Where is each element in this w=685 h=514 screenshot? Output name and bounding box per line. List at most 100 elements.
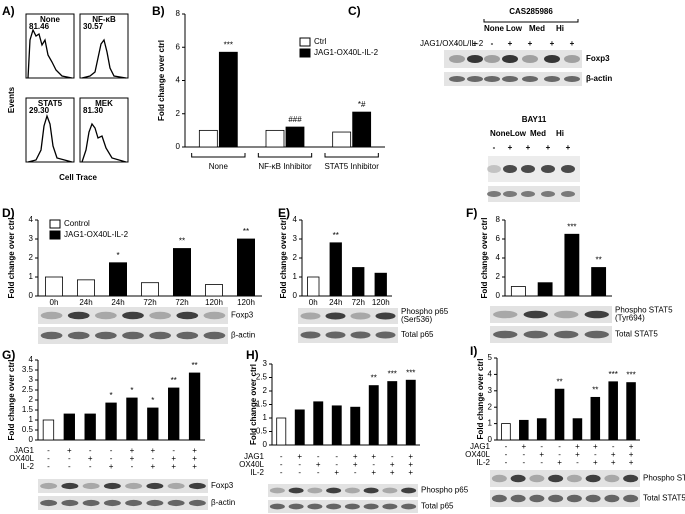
band bbox=[382, 503, 398, 510]
y-tick-label: 2 bbox=[488, 402, 493, 411]
y-tick-label: 0 bbox=[488, 435, 493, 444]
bar bbox=[198, 129, 218, 148]
band bbox=[584, 310, 609, 319]
bar bbox=[109, 262, 128, 297]
significance: * bbox=[116, 251, 119, 260]
x-tick-label: 24h bbox=[111, 298, 124, 307]
band bbox=[269, 487, 285, 494]
blot-label: Phospho STAT5 bbox=[615, 306, 673, 315]
band bbox=[541, 165, 555, 173]
treatment-mark: + bbox=[192, 454, 197, 463]
y-tick-label: 1.5 bbox=[22, 405, 34, 414]
band bbox=[288, 487, 304, 494]
x-tick-label: 120h bbox=[237, 298, 255, 307]
y-tick-label: 3 bbox=[29, 234, 34, 243]
treatment-mark: + bbox=[130, 446, 135, 455]
band bbox=[269, 503, 285, 510]
band bbox=[544, 76, 560, 82]
y-tick-label: 1 bbox=[29, 272, 34, 281]
band bbox=[125, 482, 143, 490]
treatment-mark: - bbox=[372, 460, 375, 469]
treatment-mark: + bbox=[593, 442, 598, 451]
treatment-mark: - bbox=[151, 454, 154, 463]
treatment-name: IL-2 bbox=[20, 462, 34, 471]
treatment-name: OX40L bbox=[9, 454, 34, 463]
y-tick-label: 8 bbox=[176, 9, 181, 18]
band bbox=[203, 331, 226, 340]
treatment-mark: + bbox=[150, 446, 155, 455]
bar bbox=[405, 379, 416, 446]
treatment-mark: - bbox=[89, 446, 92, 455]
band bbox=[523, 330, 548, 339]
bar bbox=[591, 267, 607, 297]
y-tick-label: 1 bbox=[293, 272, 298, 281]
band bbox=[449, 76, 465, 82]
legend-label: JAG1-OX40L-IL-2 bbox=[64, 230, 129, 239]
treatment-mark: - bbox=[298, 460, 301, 469]
bar bbox=[140, 282, 159, 297]
treatment-mark: - bbox=[110, 446, 113, 455]
plot-title: STAT5 bbox=[38, 99, 63, 108]
significance: ** bbox=[191, 361, 197, 370]
band bbox=[401, 503, 417, 510]
treatment-mark: - bbox=[298, 468, 301, 477]
y-axis-label: Fold change over ctrl bbox=[157, 40, 166, 121]
significance: ** bbox=[371, 374, 377, 383]
bar bbox=[168, 387, 180, 441]
band bbox=[564, 55, 580, 63]
treatment-name: JAG1 bbox=[244, 452, 265, 461]
histogram-frame bbox=[25, 13, 75, 79]
y-tick-label: 0 bbox=[29, 291, 34, 300]
treatment-name: OX40L bbox=[465, 450, 490, 459]
band bbox=[149, 311, 171, 320]
treatment-mark: + bbox=[390, 460, 395, 469]
treatment-mark: - bbox=[335, 460, 338, 469]
y-tick-label: 4 bbox=[488, 370, 493, 379]
percent-label: 30.57 bbox=[83, 22, 104, 31]
y-tick-label: 0 bbox=[496, 291, 501, 300]
band bbox=[529, 474, 545, 483]
y-tick-label: 2 bbox=[293, 253, 298, 262]
bar bbox=[276, 417, 287, 446]
band bbox=[623, 474, 639, 483]
blot bbox=[38, 496, 208, 510]
bracket bbox=[483, 19, 579, 23]
band bbox=[493, 310, 518, 319]
band bbox=[325, 312, 346, 320]
y-tick-label: 2.5 bbox=[22, 385, 34, 394]
band bbox=[467, 55, 483, 63]
bracket bbox=[324, 153, 379, 158]
blot-label: (Ser536) bbox=[401, 315, 432, 324]
treatment-mark: + bbox=[575, 442, 580, 451]
band bbox=[103, 499, 121, 507]
significance: ### bbox=[288, 115, 302, 124]
band bbox=[503, 191, 517, 197]
blot-label: β-actin bbox=[586, 74, 612, 83]
significance: * bbox=[151, 396, 154, 405]
blot bbox=[490, 490, 640, 507]
x-tick-label: 0h bbox=[50, 298, 59, 307]
dose: Low bbox=[510, 129, 527, 138]
significance: *** bbox=[626, 371, 635, 380]
panel-label: H) bbox=[246, 348, 259, 362]
bar bbox=[105, 402, 117, 441]
category-label: None bbox=[209, 162, 229, 171]
panel-label: D) bbox=[2, 206, 15, 220]
treatment-mark: + bbox=[539, 450, 544, 459]
dose: Med bbox=[529, 24, 545, 33]
bracket bbox=[257, 153, 313, 158]
bar bbox=[368, 385, 379, 446]
treatment-mark: + bbox=[526, 143, 531, 152]
significance: ** bbox=[556, 377, 562, 386]
band bbox=[467, 76, 483, 82]
treatment-mark: - bbox=[522, 450, 525, 459]
bar bbox=[218, 51, 238, 148]
panel-a: A) Events Cell Trace bbox=[2, 4, 129, 182]
treatment-mark: + bbox=[629, 458, 634, 467]
band bbox=[487, 165, 501, 173]
band bbox=[604, 474, 620, 483]
y-tick-label: 6 bbox=[496, 234, 501, 243]
bar bbox=[572, 418, 583, 441]
significance: * bbox=[110, 391, 113, 400]
blot-label: Foxp3 bbox=[211, 481, 234, 490]
